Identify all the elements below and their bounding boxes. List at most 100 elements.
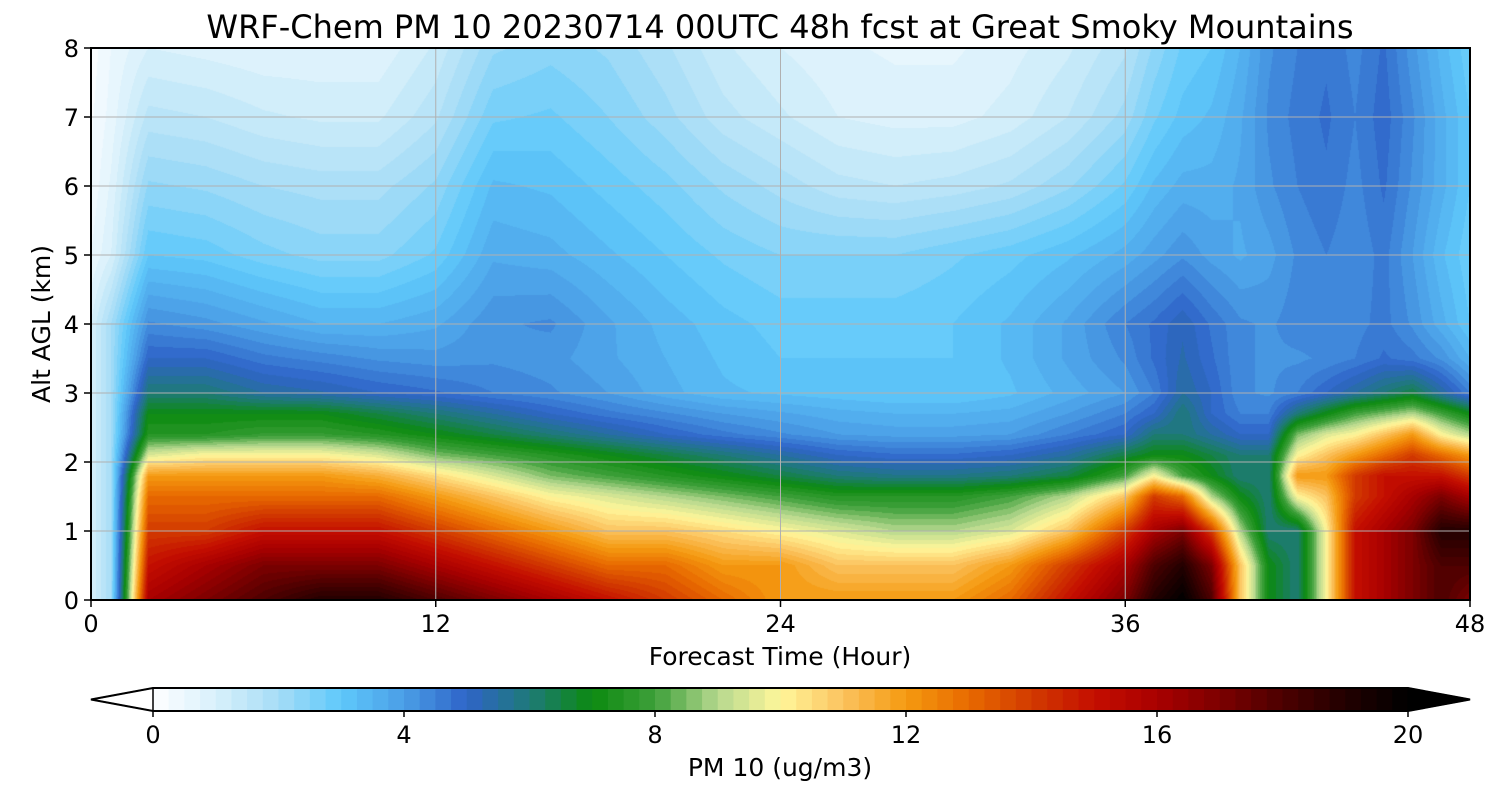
colorbar-bin	[1157, 688, 1174, 711]
x-tick-label: 12	[420, 610, 451, 638]
chart-title: WRF-Chem PM 10 20230714 00UTC 48h fcst a…	[206, 8, 1353, 46]
colorbar-bin	[827, 688, 844, 711]
colorbar-bin	[733, 688, 750, 711]
x-tick-label: 36	[1110, 610, 1141, 638]
y-tick-label: 4	[64, 311, 79, 339]
y-tick-label: 1	[64, 518, 79, 546]
colorbar-bin	[607, 688, 625, 711]
colorbar-bin	[843, 688, 860, 711]
colorbar-bin	[655, 688, 672, 711]
colorbar-tick-label: 4	[396, 721, 411, 749]
colorbar-bin	[764, 688, 782, 711]
x-axis: 0 12 24 36 48	[83, 600, 1485, 638]
colorbar-bin	[906, 688, 923, 711]
colorbar-bin	[168, 688, 185, 711]
x-tick-label: 0	[83, 610, 98, 638]
y-axis: 0 1 2 3 4 5 6 7 8	[64, 35, 91, 615]
colorbar-bin	[278, 688, 295, 711]
colorbar-bin	[231, 688, 248, 711]
colorbar-bin	[341, 688, 358, 711]
colorbar-bin	[1266, 688, 1284, 711]
colorbar-bin	[1047, 688, 1064, 711]
colorbar-bin	[1188, 688, 1205, 711]
colorbar-bin	[717, 688, 735, 711]
x-axis-label: Forecast Time (Hour)	[649, 642, 912, 671]
colorbar-bin	[1125, 688, 1142, 711]
colorbar-bin	[796, 688, 813, 711]
colorbar-bin	[200, 688, 217, 711]
colorbar-bin	[921, 688, 938, 711]
y-tick-label: 2	[64, 449, 79, 477]
y-tick-label: 8	[64, 35, 79, 63]
colorbar-bin	[811, 688, 829, 711]
colorbar-tick-label: 12	[891, 721, 922, 749]
colorbar-bin	[1094, 688, 1111, 711]
colorbar-bin	[545, 688, 562, 711]
colorbar-bin	[1172, 688, 1189, 711]
colorbar-bin	[1360, 688, 1378, 711]
y-tick-label: 3	[64, 380, 79, 408]
colorbar-bin	[1204, 688, 1221, 711]
colorbar-bin	[623, 688, 640, 711]
colorbar-bin	[388, 688, 405, 711]
colorbar-bin	[1282, 688, 1299, 711]
y-tick-label: 6	[64, 173, 79, 201]
colorbar-bin	[1062, 688, 1080, 711]
colorbar-bin	[1392, 688, 1409, 711]
colorbar-bin	[419, 688, 436, 711]
grid-lines	[91, 48, 1470, 600]
colorbar-bin	[890, 688, 907, 711]
colorbar-tick-label: 16	[1142, 721, 1173, 749]
colorbar-bin	[356, 688, 374, 711]
colorbar-bin	[466, 688, 484, 711]
colorbar-bin	[1015, 688, 1033, 711]
colorbar-bin	[670, 688, 687, 711]
colorbar-bin	[1219, 688, 1237, 711]
colorbar-bin	[1031, 688, 1048, 711]
colorbar-bin	[1000, 688, 1017, 711]
colorbar-bin	[937, 688, 954, 711]
colorbar-bin	[435, 688, 452, 711]
colorbar-bin	[639, 688, 656, 711]
colorbar-bin	[372, 688, 389, 711]
colorbar-extend-low	[90, 687, 154, 712]
colorbar-bin	[560, 688, 578, 711]
colorbar-bin	[780, 688, 797, 711]
x-tick-label: 48	[1455, 610, 1486, 638]
colorbar: 0 4 8 12 16 20	[90, 687, 1471, 749]
colorbar-extend-high	[1407, 687, 1471, 712]
colorbar-bin	[1251, 688, 1268, 711]
colorbar-bin	[262, 688, 280, 711]
colorbar-bin	[153, 688, 170, 711]
colorbar-bin	[874, 688, 891, 711]
colorbar-tick-label: 0	[145, 721, 160, 749]
colorbar-bin	[294, 688, 311, 711]
colorbar-bin	[482, 688, 499, 711]
colorbar-bin	[1345, 688, 1362, 711]
colorbar-bin	[1109, 688, 1127, 711]
y-tick-label: 7	[64, 104, 79, 132]
colorbar-bin	[702, 688, 719, 711]
y-tick-label: 0	[64, 587, 79, 615]
y-tick-label: 5	[64, 242, 79, 270]
colorbar-bin	[247, 688, 264, 711]
colorbar-bin	[576, 688, 593, 711]
colorbar-label: PM 10 (ug/m3)	[688, 753, 872, 782]
colorbar-bin	[184, 688, 201, 711]
colorbar-bin	[529, 688, 546, 711]
colorbar-bin	[858, 688, 876, 711]
colorbar-bin	[1298, 688, 1315, 711]
colorbar-bin	[513, 688, 531, 711]
y-axis-label: Alt AGL (km)	[27, 245, 56, 403]
colorbar-bin	[215, 688, 233, 711]
colorbar-bin	[404, 688, 421, 711]
colorbar-bin	[451, 688, 468, 711]
colorbar-bin	[1313, 688, 1331, 711]
colorbar-tick-label: 20	[1393, 721, 1424, 749]
colorbar-bin	[1329, 688, 1346, 711]
colorbar-bin	[984, 688, 1001, 711]
colorbar-bin	[309, 688, 327, 711]
colorbar-bin	[686, 688, 703, 711]
colorbar-bin	[1376, 688, 1393, 711]
